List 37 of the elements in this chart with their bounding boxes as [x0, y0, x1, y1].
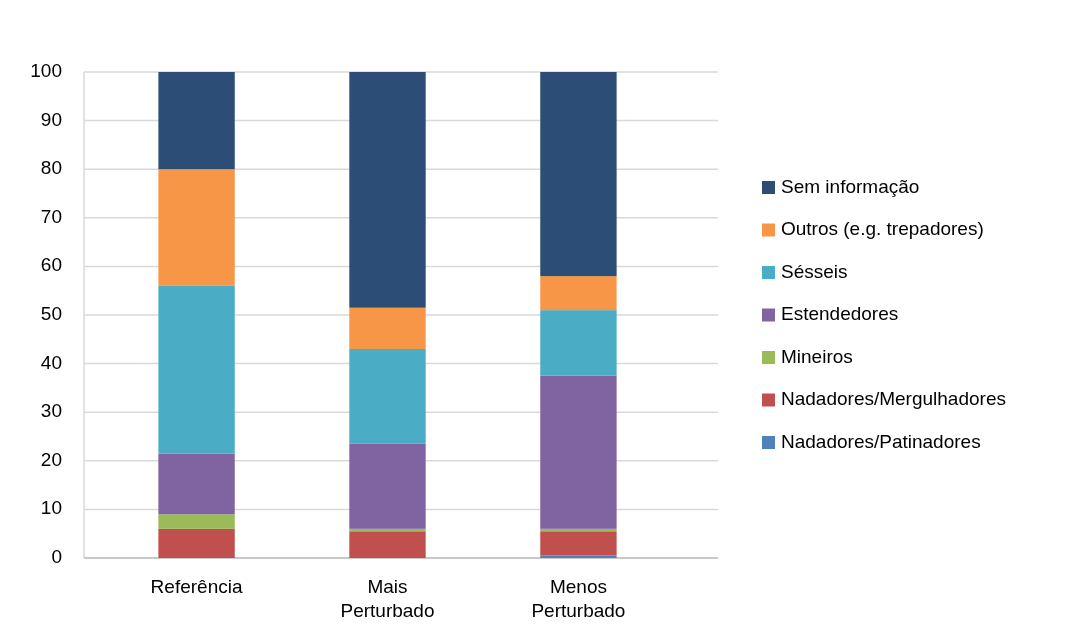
bar [158, 528, 235, 558]
legend-label: Mineiros [781, 345, 853, 367]
y-tick-label: 70 [40, 205, 62, 227]
y-tick-label: 30 [40, 400, 62, 422]
y-tick-label: 50 [40, 303, 62, 325]
y-tick-label: 10 [40, 497, 62, 519]
bar [158, 514, 235, 529]
bar [540, 310, 617, 376]
legend-label: Sem informação [781, 175, 920, 197]
bar [349, 443, 426, 529]
legend-label: Sésseis [781, 260, 848, 282]
x-tick-label: Menos Perturbado [531, 576, 626, 622]
legend-label: Nadadores/Patinadores [781, 430, 981, 452]
bar [349, 531, 426, 558]
bar [540, 531, 617, 556]
legend-label: Outros (e.g. trepadores) [781, 218, 984, 240]
bar [540, 72, 617, 277]
x-tick-label: Referência [150, 576, 243, 598]
bar [349, 307, 426, 350]
y-tick-label: 100 [30, 60, 62, 82]
bar [349, 72, 426, 308]
bar [158, 72, 235, 170]
x-tick-label: Mais Perturbado [340, 576, 435, 622]
bar [158, 453, 235, 515]
bar [158, 169, 235, 286]
y-tick-label: 20 [40, 448, 62, 470]
y-tick-label: 60 [40, 254, 62, 276]
bar [540, 276, 617, 311]
y-tick-label: 90 [40, 108, 62, 130]
y-tick-label: 40 [40, 351, 62, 373]
bar [349, 349, 426, 444]
bar [540, 375, 617, 529]
y-tick-label: 0 [51, 546, 62, 568]
bar [158, 285, 235, 454]
legend-label: Nadadores/Mergulhadores [781, 388, 1006, 410]
y-tick-label: 80 [40, 157, 62, 179]
legend-label: Estendedores [781, 303, 899, 325]
